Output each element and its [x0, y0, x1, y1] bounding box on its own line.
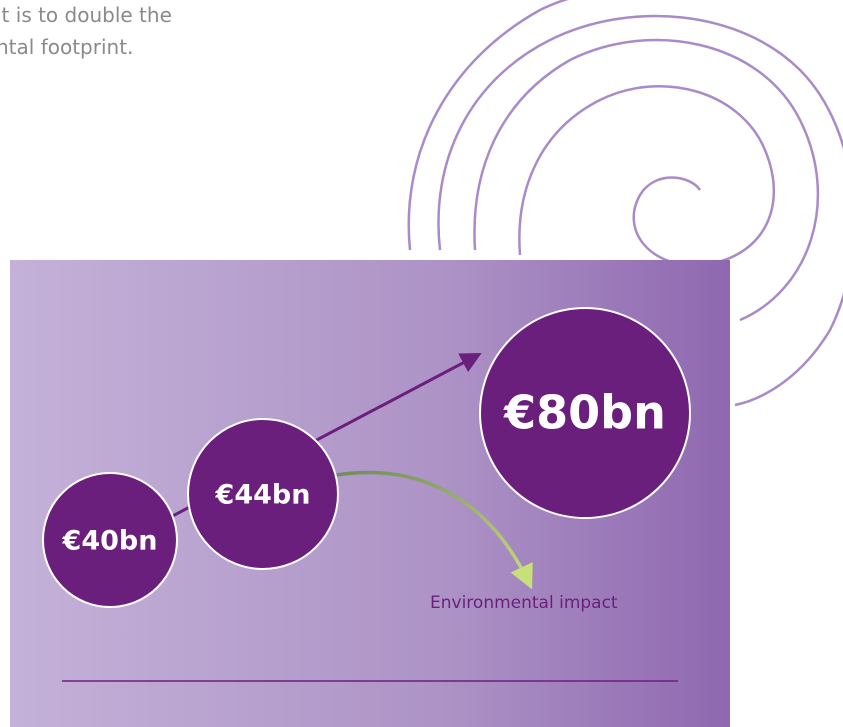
spiral [407, 0, 843, 407]
impact-label: Environmental impact [430, 593, 618, 613]
circle [42, 472, 178, 608]
circle-label: €80bn [503, 386, 666, 440]
circle [479, 307, 691, 519]
intro-line: lt is to double the [0, 3, 172, 27]
circle [187, 418, 339, 570]
circle-group: €40bn €44bn €80bn [42, 307, 691, 608]
intro-line: ntal footprint. [0, 35, 133, 59]
impact-arrow [329, 470, 533, 590]
circle-label: €40bn [62, 526, 158, 557]
circle-label: €44bn [215, 480, 311, 511]
